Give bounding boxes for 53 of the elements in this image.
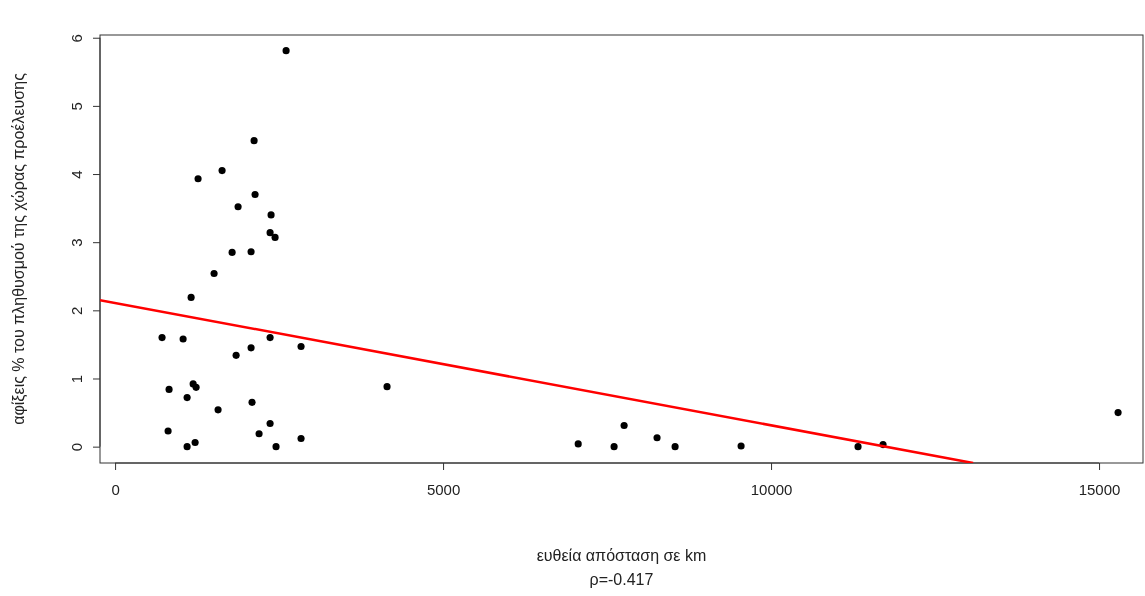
point bbox=[267, 211, 275, 219]
point bbox=[737, 442, 745, 450]
point bbox=[247, 248, 255, 256]
point bbox=[218, 167, 226, 175]
point bbox=[214, 406, 222, 414]
y-tick-label: 6 bbox=[68, 34, 85, 43]
point bbox=[620, 421, 628, 430]
point bbox=[271, 233, 279, 241]
point bbox=[247, 344, 255, 352]
point bbox=[610, 443, 618, 451]
point bbox=[266, 419, 274, 428]
point bbox=[251, 190, 259, 199]
point bbox=[653, 434, 661, 442]
point bbox=[297, 434, 305, 443]
point bbox=[165, 385, 173, 393]
x-tick-label: 15000 bbox=[1078, 480, 1121, 498]
point bbox=[1114, 409, 1122, 417]
point bbox=[248, 398, 256, 406]
point bbox=[250, 137, 258, 145]
point bbox=[194, 175, 202, 183]
point bbox=[854, 443, 862, 451]
point bbox=[183, 394, 191, 402]
point bbox=[158, 334, 166, 342]
point bbox=[272, 443, 280, 451]
point bbox=[297, 342, 305, 351]
point bbox=[266, 229, 274, 237]
point bbox=[187, 293, 195, 301]
y-tick-label: 4 bbox=[68, 170, 85, 179]
point bbox=[234, 203, 242, 211]
y-tick-label: 3 bbox=[68, 238, 85, 247]
point bbox=[179, 335, 187, 343]
x-tick-label: 5000 bbox=[426, 480, 461, 498]
point bbox=[282, 47, 290, 55]
point bbox=[210, 269, 218, 278]
point bbox=[164, 427, 172, 435]
point bbox=[191, 438, 199, 447]
y-tick-label: 0 bbox=[68, 442, 85, 452]
x-tick-label: 10000 bbox=[750, 480, 793, 498]
point bbox=[228, 248, 236, 256]
y-tick-label: 5 bbox=[68, 102, 85, 111]
x-axis-title: ευθεία απόσταση σε km bbox=[536, 547, 707, 564]
point bbox=[383, 383, 391, 391]
point bbox=[232, 351, 240, 359]
y-tick-label: 1 bbox=[68, 374, 85, 384]
point bbox=[671, 443, 679, 451]
y-axis-title: αφίξεις % του πληθυσμού της χώρας προέλευσης bbox=[10, 72, 28, 425]
x-tick-label: 0 bbox=[111, 480, 120, 498]
point bbox=[266, 334, 274, 342]
y-tick-label: 2 bbox=[68, 306, 85, 316]
point bbox=[183, 443, 191, 451]
point bbox=[255, 430, 263, 438]
point bbox=[574, 440, 582, 448]
text: ρ=-0.417 bbox=[589, 571, 654, 588]
